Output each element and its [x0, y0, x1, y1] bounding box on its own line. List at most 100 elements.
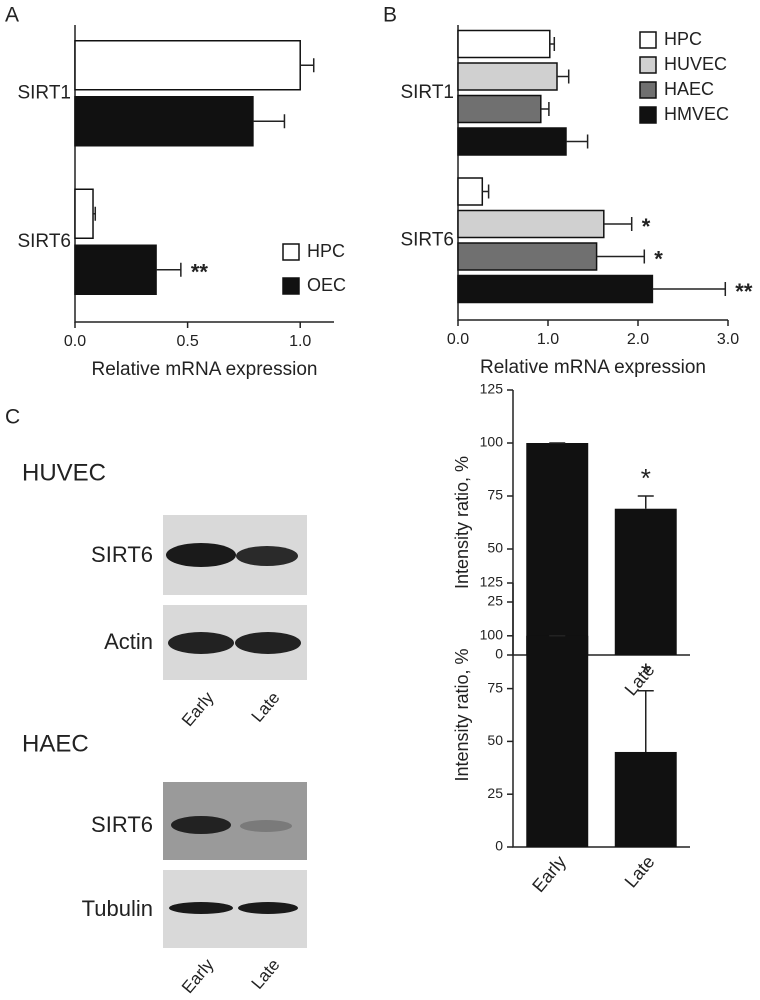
- blot-lane-label: Late: [248, 688, 284, 726]
- x-axis-label: Relative mRNA expression: [92, 359, 318, 380]
- error-bar: [596, 249, 646, 264]
- x-tick-label: 3.0: [717, 331, 739, 348]
- bar: [614, 508, 677, 655]
- y-tick-label: 75: [487, 679, 503, 695]
- y-axis-label: Intensity ratio, %: [452, 648, 472, 781]
- error-bar: [93, 206, 97, 221]
- x-tick-label: Late: [621, 852, 659, 892]
- blot-row-label: Actin: [104, 629, 153, 654]
- y-tick-label: 0: [495, 838, 503, 854]
- y-tick-label: 125: [480, 381, 504, 397]
- blot-band: [166, 543, 236, 567]
- y-tick-label: 75: [487, 487, 503, 503]
- blot-row-label: SIRT6: [91, 542, 153, 567]
- significance-marker: **: [735, 279, 753, 304]
- blot-lane-label: Early: [178, 688, 218, 730]
- category-label: SIRT1: [400, 82, 454, 103]
- legend-swatch: [639, 56, 657, 74]
- significance-marker: *: [641, 463, 651, 493]
- blot-lane-label: Late: [248, 955, 284, 993]
- legend-swatch: [639, 106, 657, 124]
- error-bar: [482, 184, 490, 199]
- x-axis-label: Relative mRNA expression: [480, 357, 706, 378]
- error-bar: [637, 689, 654, 752]
- legend-swatch: [639, 31, 657, 49]
- bar: [74, 96, 254, 147]
- y-tick-label: 0: [495, 646, 503, 662]
- bar: [74, 188, 94, 239]
- bar: [457, 274, 654, 304]
- bar: [457, 29, 551, 59]
- bar: [457, 94, 542, 124]
- x-tick-label: 2.0: [627, 331, 649, 348]
- panel-label: B: [383, 4, 397, 27]
- significance-marker: *: [654, 246, 663, 271]
- legend-swatch: [282, 277, 300, 295]
- legend-swatch: [282, 243, 300, 261]
- bar: [614, 751, 677, 847]
- blot-row-label: SIRT6: [91, 812, 153, 837]
- error-bar: [637, 495, 654, 509]
- error-bar: [557, 69, 570, 84]
- legend-swatch: [639, 81, 657, 99]
- category-label: SIRT6: [400, 229, 454, 250]
- panel-label: C: [5, 406, 20, 429]
- legend-label: HPC: [664, 29, 702, 49]
- bar: [74, 40, 301, 91]
- bar: [526, 443, 589, 655]
- bar: [457, 242, 598, 271]
- y-tick-label: 125: [480, 574, 504, 590]
- significance-marker: **: [191, 260, 209, 285]
- y-axis-label: Intensity ratio, %: [452, 456, 472, 589]
- blot-images: [163, 515, 307, 948]
- x-tick-label: 0.0: [64, 333, 86, 350]
- blot-lane-label: Early: [178, 955, 218, 997]
- error-bar: [252, 114, 286, 129]
- category-label: SIRT1: [17, 82, 71, 103]
- blot-band: [240, 820, 292, 832]
- blot-band: [171, 816, 231, 834]
- error-bar: [540, 102, 550, 116]
- legend-label: OEC: [307, 275, 346, 295]
- error-bar: [566, 134, 589, 149]
- significance-marker: *: [642, 214, 651, 239]
- bar: [457, 209, 605, 239]
- error-bar: [603, 217, 633, 231]
- y-tick-label: 25: [487, 593, 503, 609]
- blot-row-label: Tubulin: [82, 896, 153, 921]
- legend-label: HPC: [307, 241, 345, 261]
- legend-label: HAEC: [664, 79, 714, 99]
- x-tick-label: Late: [621, 660, 659, 700]
- error-bar: [549, 37, 556, 51]
- x-tick-label: 0.5: [176, 333, 198, 350]
- legend-label: HMVEC: [664, 104, 729, 124]
- y-tick-label: 50: [487, 732, 503, 748]
- blot-band: [168, 632, 234, 654]
- x-tick-label: Early: [528, 852, 570, 896]
- panel-label: A: [5, 4, 19, 27]
- bar: [457, 127, 567, 156]
- y-tick-label: 100: [480, 434, 504, 450]
- blot-title: HUVEC: [22, 459, 106, 486]
- error-bar: [156, 262, 182, 277]
- bar: [526, 635, 589, 847]
- bar: [457, 177, 484, 206]
- x-tick-label: 1.0: [289, 333, 311, 350]
- error-bar: [300, 58, 315, 73]
- y-tick-label: 100: [480, 627, 504, 643]
- y-tick-label: 50: [487, 540, 503, 556]
- y-tick-label: 25: [487, 785, 503, 801]
- x-tick-label: 1.0: [537, 331, 559, 348]
- blot-band: [238, 902, 298, 914]
- blot-band: [169, 902, 233, 914]
- bar: [457, 62, 558, 91]
- significance-marker: *: [641, 658, 651, 688]
- blot-title: HAEC: [22, 730, 89, 757]
- bar: [74, 244, 157, 295]
- category-label: SIRT6: [17, 231, 71, 252]
- error-bar: [652, 282, 727, 296]
- blot-band: [235, 632, 301, 654]
- blot-band: [236, 546, 298, 566]
- legend-label: HUVEC: [664, 54, 727, 74]
